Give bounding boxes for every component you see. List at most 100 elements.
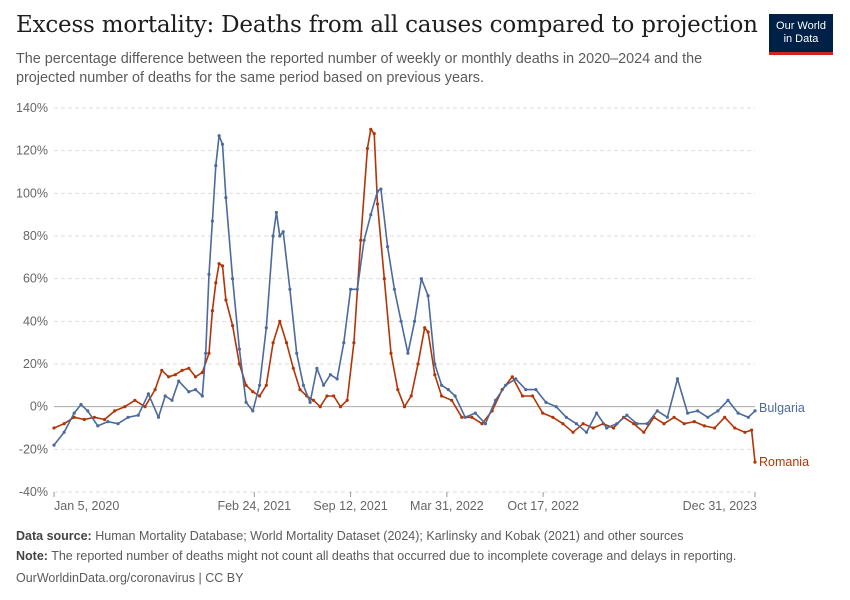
footer-url[interactable]: OurWorldinData.org/coronavirus | CC BY [16,571,244,585]
bulgaria-data-point [379,187,383,191]
bulgaria-data-point [271,234,275,238]
romania-data-point [433,373,437,377]
bulgaria-data-point [224,196,228,200]
bulgaria-data-point [308,400,312,404]
excess-mortality-chart[interactable]: 140% 120% 100% 80% 60% 40% 20% 0% -20% -40% Jan 5,… [0,95,850,520]
romania-data-point [187,366,191,370]
bulgaria-data-point [62,430,66,434]
bulgaria-data-point [177,379,181,383]
bulgaria-data-point [726,398,730,402]
romania-data-point [220,264,225,268]
bulgaria-data-point [251,409,255,413]
bulgaria-data-point [170,398,174,402]
y-tick-label: 40% [23,314,48,328]
bulgaria-data-point [696,409,700,413]
bulgaria-data-point [753,409,757,413]
romania-data-point [173,373,177,377]
y-tick-label: 140% [16,101,48,115]
romania-data-point [375,202,380,206]
romania-data-point [345,398,349,402]
bulgaria-data-point [655,409,659,413]
note-text: The reported number of deaths might not … [51,549,737,563]
bulgaria-data-point [96,424,100,428]
x-tick-label: Mar 31, 2022 [410,499,484,513]
source-text[interactable]: Human Mortality Database; World Mortalit… [95,529,684,543]
bulgaria-data-point [362,238,366,242]
romania-data-point [423,326,427,330]
bulgaria-data-point [163,394,167,398]
romania-data-point [338,405,343,409]
romania-data-point [200,370,204,375]
bulgaria-data-point [493,398,498,402]
bulgaria-data-point [193,388,198,392]
romania-data-point [460,415,464,419]
bulgaria-data-point [220,142,225,146]
bulgaria-data-point [645,422,649,426]
bulgaria-data-point [605,426,609,430]
romania-data-point [520,394,525,398]
bulgaria-data-point [126,415,130,419]
romania-data-point [372,132,376,136]
bulgaria-data-point [156,415,161,419]
romania-data-point [113,409,117,413]
romania-data-point [713,426,717,430]
romania-data-point [359,238,363,242]
romania-data-point [298,388,302,392]
romania-data-point [369,127,373,131]
bulgaria-data-point [328,373,332,377]
romania-data-point [750,428,754,432]
bulgaria-data-point [433,362,437,366]
romania-data-point [82,417,86,422]
bulgaria-data-point [264,326,268,330]
bulgaria-data-point [375,189,380,193]
romania-data-point [396,388,400,392]
x-tick-label: Feb 24, 2021 [217,499,291,513]
romania-data-point [702,424,707,428]
romania-data-point [231,324,235,328]
romania-data-point [291,366,295,370]
bulgaria-data-point [146,392,150,396]
bulgaria-data-point [116,422,120,426]
bulgaria-data-point [736,411,740,415]
y-tick-label: -40% [19,485,48,499]
bulgaria-data-point [686,411,690,415]
romania-data-point [416,362,420,366]
bulgaria-data-point [301,383,305,387]
bulgaria-data-point [440,383,444,387]
bulgaria-data-point [258,383,262,387]
romania-data-point [332,394,336,398]
owid-logo[interactable]: Our World in Data [769,14,833,55]
romania-data-point [632,422,636,426]
bulgaria-data-point [187,390,191,394]
y-tick-label: 0% [30,400,48,414]
bulgaria-data-point [595,411,599,415]
romania-data-point [264,383,268,387]
romania-data-point [92,415,96,419]
bulgaria-data-point [86,409,90,413]
romania-data-point [541,411,545,415]
romania-data-point [103,417,107,422]
bulgaria-data-point [392,287,396,291]
bulgaria-data-point [473,411,477,415]
romania-data-point [389,351,393,355]
romania-data-point [662,422,666,426]
bulgaria-data-point [584,430,589,434]
x-tick-label: Oct 17, 2022 [507,499,579,513]
romania-data-point [531,394,535,398]
bulgaria-data-point [200,394,204,398]
bulgaria-data-point [483,422,487,426]
bulgaria-data-point [534,388,538,392]
romania-data-point [551,415,555,419]
bulgaria-data-point [635,422,639,426]
bulgaria-data-point [349,287,353,291]
romania-data-point [409,394,413,398]
bulgaria-data-point [136,413,140,417]
romania-data-point [581,422,585,426]
bulgaria-data-point [514,377,518,381]
y-tick-label: -20% [19,442,48,456]
logo-line-2: in Data [783,33,819,45]
romania-data-point [167,375,171,379]
bulgaria-data-point [615,422,619,426]
bulgaria-data-point [564,415,568,419]
chart-title: Excess mortality: Deaths from all causes… [16,12,758,38]
